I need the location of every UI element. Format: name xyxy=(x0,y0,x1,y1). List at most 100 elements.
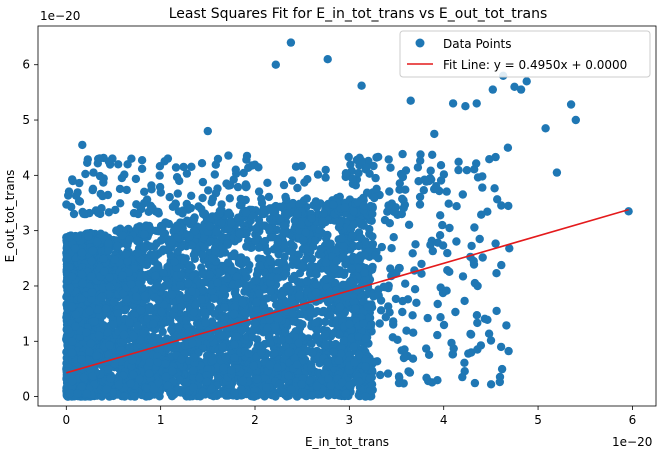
scatter-point xyxy=(338,280,348,289)
scatter-point xyxy=(265,315,274,324)
scatter-point xyxy=(279,227,289,237)
scatter-point xyxy=(132,236,142,246)
scatter-point xyxy=(279,221,288,230)
scatter-point xyxy=(220,303,229,312)
scatter-point xyxy=(206,237,215,246)
scatter-point xyxy=(133,249,142,258)
scatter-point xyxy=(263,294,272,303)
scatter-point xyxy=(339,336,348,345)
scatter-point xyxy=(271,392,280,401)
scatter-point xyxy=(100,267,109,276)
scatter-point xyxy=(118,231,127,240)
scatter-point xyxy=(302,254,311,264)
scatter-point xyxy=(208,253,217,263)
scatter-point xyxy=(349,342,358,351)
scatter-point xyxy=(210,309,219,318)
scatter-point xyxy=(147,226,157,235)
scatter-point xyxy=(116,346,126,355)
scatter-point xyxy=(263,247,272,256)
scatter-point xyxy=(264,224,274,234)
scatter-point xyxy=(280,240,289,249)
scatter-point xyxy=(255,341,264,350)
scatter-point xyxy=(219,285,228,294)
scatter-point xyxy=(202,371,211,380)
scatter-point xyxy=(169,297,178,306)
scatter-point xyxy=(98,283,108,293)
scatter-point xyxy=(212,227,221,236)
scatter-point xyxy=(354,391,363,400)
scatter-point xyxy=(270,349,279,358)
scatter-point xyxy=(156,236,166,245)
scatter-point xyxy=(302,277,312,286)
scatter-point xyxy=(104,239,113,248)
scatter-point xyxy=(183,278,193,288)
scatter-point xyxy=(99,321,108,330)
scatter-point xyxy=(254,243,264,252)
scatter-point xyxy=(209,392,218,401)
scatter-point xyxy=(157,307,166,317)
scatter-point xyxy=(255,289,264,298)
scatter-point xyxy=(266,256,275,266)
scatter-point xyxy=(273,237,282,247)
scatter-point xyxy=(242,229,251,238)
scatter-point xyxy=(200,243,209,252)
scatter-point xyxy=(251,224,261,233)
scatter-point xyxy=(295,290,304,300)
scatter-point xyxy=(295,269,305,278)
scatter-point xyxy=(198,269,207,279)
scatter-point xyxy=(307,214,316,223)
scatter-point xyxy=(302,244,311,254)
scatter-point xyxy=(315,226,324,236)
scatter-point xyxy=(266,278,275,288)
scatter-point xyxy=(176,270,186,279)
scatter-point xyxy=(217,232,226,241)
scatter-point xyxy=(232,272,241,282)
scatter-point xyxy=(250,319,260,328)
scatter-point xyxy=(251,236,260,245)
scatter-point xyxy=(99,254,108,263)
scatter-point xyxy=(130,392,139,401)
scatter-point xyxy=(290,354,299,363)
scatter-point xyxy=(305,376,314,385)
scatter-point xyxy=(273,363,282,372)
scatter-point xyxy=(104,365,113,374)
plot-area xyxy=(37,25,657,407)
scatter-point xyxy=(86,365,95,374)
scatter-point xyxy=(284,336,293,345)
scatter-point xyxy=(242,242,251,251)
scatter-point xyxy=(144,391,153,400)
scatter-point xyxy=(321,258,331,267)
scatter-point xyxy=(297,262,307,271)
scatter-point xyxy=(177,302,186,312)
scatter-point xyxy=(209,294,219,303)
scatter-point xyxy=(321,317,330,327)
scatter-point xyxy=(62,313,71,322)
scatter-point xyxy=(229,309,239,319)
scatter-point xyxy=(85,347,94,356)
scatter-point xyxy=(368,232,377,241)
scatter-point xyxy=(326,239,335,248)
scatter-point xyxy=(214,268,224,278)
chart-title: Least Squares Fit for E_in_tot_trans vs … xyxy=(169,6,548,22)
scatter-point xyxy=(282,283,291,292)
scatter-point xyxy=(254,215,264,225)
scatter-point xyxy=(307,363,316,372)
scatter-point xyxy=(263,323,272,333)
scatter-point xyxy=(255,261,264,270)
scatter-point xyxy=(336,349,346,358)
scatter-point xyxy=(337,269,346,278)
scatter-point xyxy=(291,327,300,336)
scatter-point xyxy=(176,281,185,290)
scatter-point xyxy=(177,354,186,364)
scatter-point xyxy=(251,276,261,285)
scatter-point xyxy=(242,256,251,265)
scatter-point xyxy=(201,318,210,328)
scatter-point xyxy=(182,216,192,225)
scatter-point xyxy=(110,255,120,264)
scatter-point xyxy=(335,302,345,312)
scatter-point xyxy=(235,229,244,239)
scatter-point xyxy=(207,280,216,290)
scatter-point xyxy=(195,373,204,383)
scatter-point xyxy=(281,269,291,278)
